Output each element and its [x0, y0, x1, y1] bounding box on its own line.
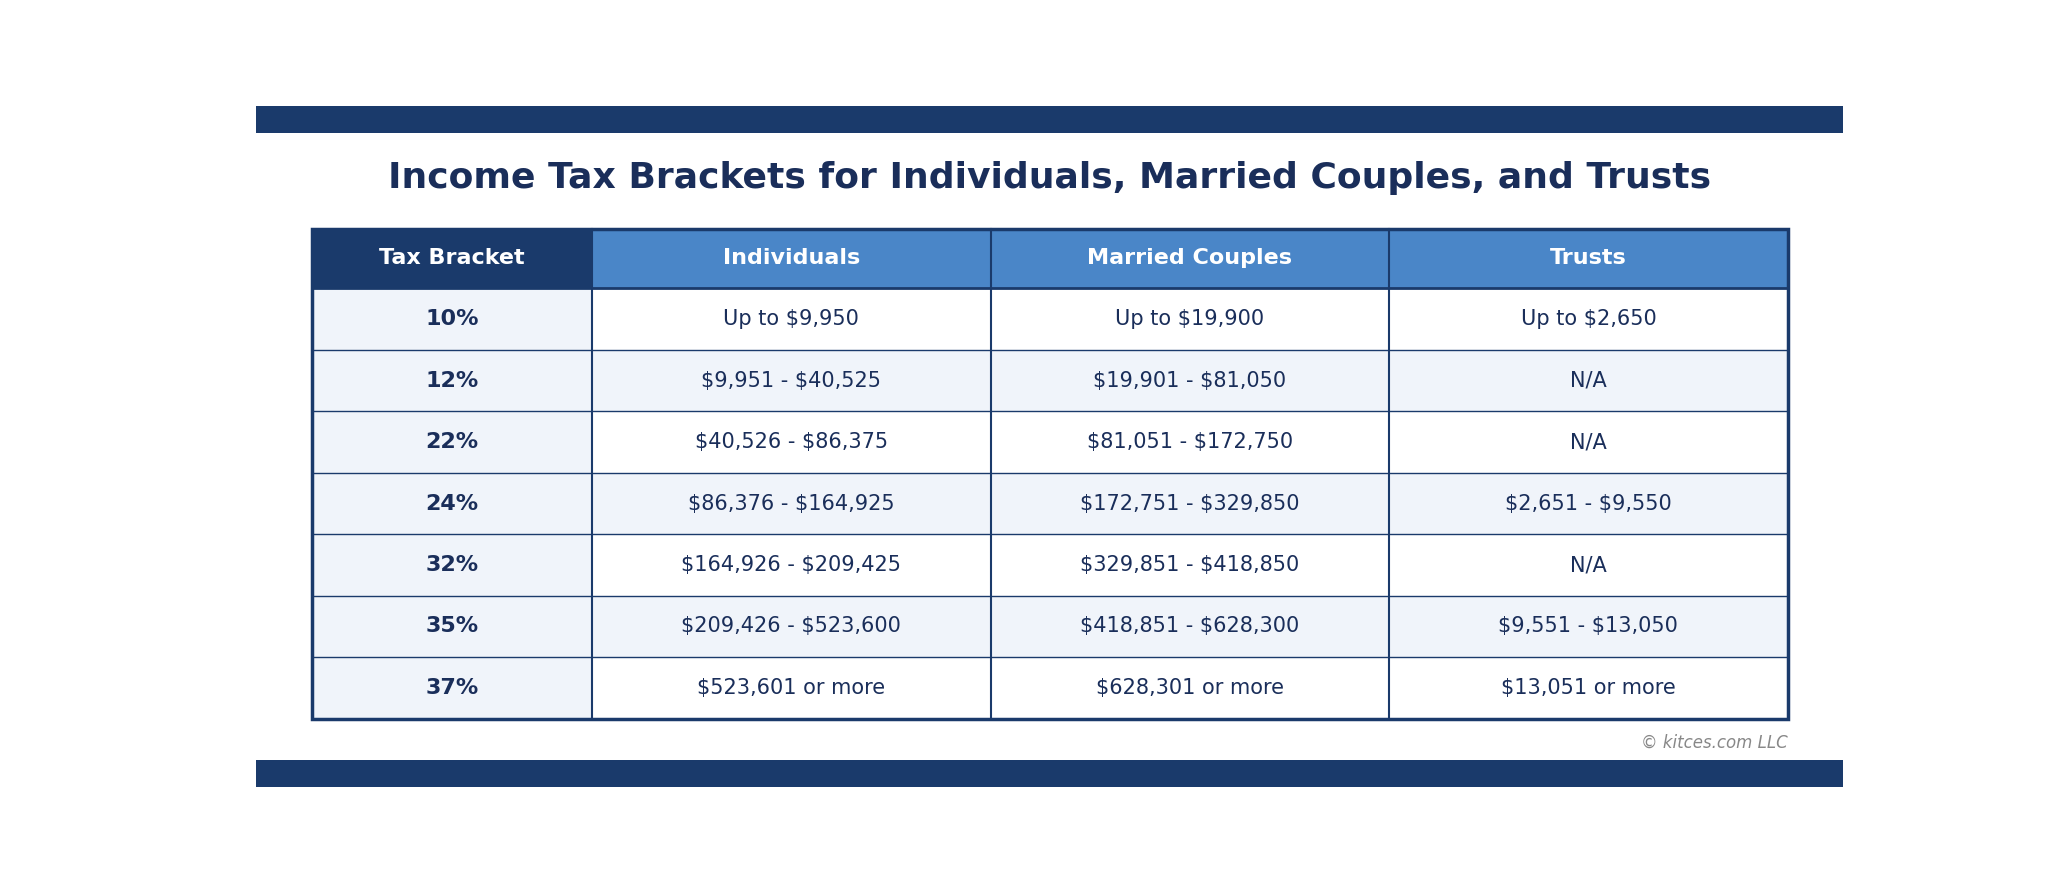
Text: 12%: 12% — [426, 370, 479, 391]
Bar — [1389, 288, 1788, 350]
Text: Individuals: Individuals — [723, 248, 860, 269]
Bar — [256, 106, 1843, 133]
Text: N/A: N/A — [1571, 555, 1608, 575]
Bar — [1389, 473, 1788, 534]
Bar — [991, 534, 1389, 596]
Text: 37%: 37% — [426, 678, 479, 698]
Text: \$628,301 or more: \$628,301 or more — [1096, 678, 1284, 698]
Text: \$9,551 - \$13,050: \$9,551 - \$13,050 — [1499, 616, 1677, 636]
Text: 24%: 24% — [426, 493, 479, 514]
Bar — [991, 596, 1389, 657]
Bar — [592, 657, 991, 719]
Bar — [311, 229, 592, 288]
Bar — [311, 411, 592, 473]
Text: \$2,651 - \$9,550: \$2,651 - \$9,550 — [1505, 493, 1671, 514]
Bar — [592, 350, 991, 411]
Bar — [592, 229, 991, 288]
Text: N/A: N/A — [1571, 432, 1608, 452]
Text: \$13,051 or more: \$13,051 or more — [1501, 678, 1675, 698]
Bar — [311, 229, 1788, 719]
Bar — [991, 473, 1389, 534]
Bar — [1389, 657, 1788, 719]
Text: Income Tax Brackets for Individuals, Married Couples, and Trusts: Income Tax Brackets for Individuals, Mar… — [387, 161, 1712, 194]
Text: © kitces.com LLC: © kitces.com LLC — [1640, 734, 1788, 751]
Text: \$329,851 - \$418,850: \$329,851 - \$418,850 — [1079, 555, 1298, 575]
Text: Trusts: Trusts — [1550, 248, 1626, 269]
Text: N/A: N/A — [1571, 370, 1608, 391]
Bar — [1389, 350, 1788, 411]
Text: Up to \$2,650: Up to \$2,650 — [1520, 309, 1657, 329]
Text: 10%: 10% — [426, 309, 479, 329]
Bar — [592, 596, 991, 657]
Text: Tax Bracket: Tax Bracket — [379, 248, 524, 269]
Bar — [256, 759, 1843, 787]
Bar — [1389, 411, 1788, 473]
Bar — [311, 596, 592, 657]
Bar — [311, 534, 592, 596]
Text: \$172,751 - \$329,850: \$172,751 - \$329,850 — [1079, 493, 1300, 514]
Bar — [311, 350, 592, 411]
Text: \$523,601 or more: \$523,601 or more — [696, 678, 885, 698]
Text: \$81,051 - \$172,750: \$81,051 - \$172,750 — [1087, 432, 1292, 452]
Text: \$9,951 - \$40,525: \$9,951 - \$40,525 — [700, 370, 881, 391]
Text: 32%: 32% — [426, 555, 479, 575]
Bar — [991, 288, 1389, 350]
Bar — [311, 473, 592, 534]
Bar — [592, 473, 991, 534]
Text: \$86,376 - \$164,925: \$86,376 - \$164,925 — [688, 493, 895, 514]
Text: 35%: 35% — [426, 616, 479, 636]
Bar — [991, 411, 1389, 473]
Text: 22%: 22% — [426, 432, 479, 452]
Bar — [1389, 229, 1788, 288]
Text: Married Couples: Married Couples — [1087, 248, 1292, 269]
Bar — [311, 229, 1788, 719]
Text: \$209,426 - \$523,600: \$209,426 - \$523,600 — [682, 616, 901, 636]
Bar — [592, 411, 991, 473]
Text: Up to \$9,950: Up to \$9,950 — [723, 309, 860, 329]
Bar — [592, 534, 991, 596]
Text: \$19,901 - \$81,050: \$19,901 - \$81,050 — [1094, 370, 1286, 391]
Text: \$40,526 - \$86,375: \$40,526 - \$86,375 — [694, 432, 889, 452]
Bar — [991, 229, 1389, 288]
Bar — [311, 288, 592, 350]
Text: \$418,851 - \$628,300: \$418,851 - \$628,300 — [1079, 616, 1298, 636]
Text: Up to \$19,900: Up to \$19,900 — [1116, 309, 1264, 329]
Bar — [991, 657, 1389, 719]
Text: \$164,926 - \$209,425: \$164,926 - \$209,425 — [682, 555, 901, 575]
Bar — [1389, 534, 1788, 596]
Bar — [592, 288, 991, 350]
Bar — [1389, 596, 1788, 657]
Bar — [311, 657, 592, 719]
Bar — [991, 350, 1389, 411]
